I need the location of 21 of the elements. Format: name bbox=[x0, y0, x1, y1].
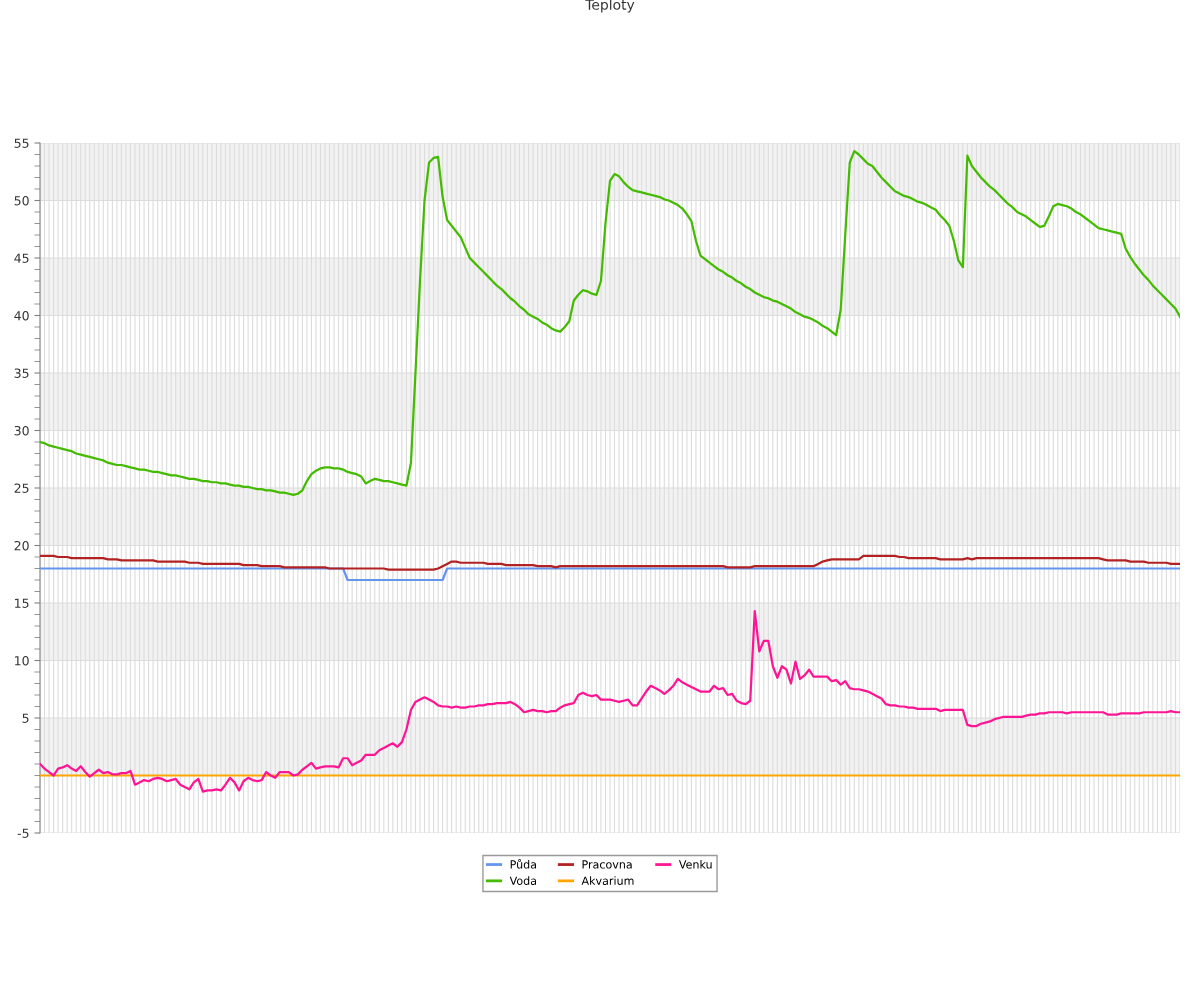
y-tick-label: 5 bbox=[22, 713, 29, 723]
legend-label: Akvarium bbox=[581, 876, 634, 885]
legend-label: Voda bbox=[509, 876, 537, 885]
legend-label: Pracovna bbox=[582, 860, 632, 869]
chart-title: Teploty bbox=[585, 0, 635, 13]
line-series bbox=[40, 609, 1180, 793]
y-tick-label: -5 bbox=[17, 828, 29, 838]
y-tick-label: 25 bbox=[14, 483, 29, 493]
y-tick-label: 10 bbox=[15, 655, 29, 666]
y-tick-label: 50 bbox=[14, 195, 29, 206]
y-tick-label: 55 bbox=[14, 138, 29, 148]
legend-label: Půda bbox=[510, 859, 537, 869]
y-tick-label: 20 bbox=[14, 540, 29, 551]
y-tick-label: 40 bbox=[14, 310, 29, 321]
y-tick-label: 30 bbox=[14, 425, 29, 436]
legend-label: Venku bbox=[678, 860, 712, 869]
y-tick-label: 35 bbox=[14, 368, 29, 378]
line-series bbox=[40, 554, 1180, 571]
line-series bbox=[40, 149, 1180, 497]
y-tick-label: 15 bbox=[15, 598, 29, 608]
y-tick-label: 45 bbox=[14, 253, 29, 263]
